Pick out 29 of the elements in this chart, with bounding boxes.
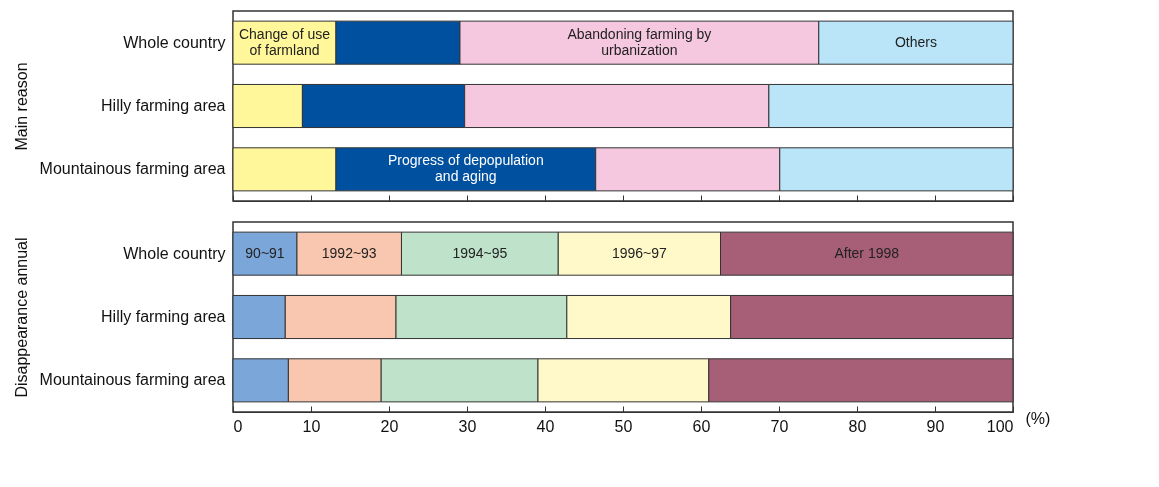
y-tick-label: Mountainous farming area <box>39 160 226 178</box>
y-tick-label: Mountainous farming area <box>39 371 226 389</box>
series-label: Progress of depopulation and aging <box>387 152 544 185</box>
x-tick-label: 60 <box>692 417 711 435</box>
x-tick-label: 40 <box>536 417 555 435</box>
series-label: 1994~95 <box>452 244 508 261</box>
series-label: After 1998 <box>834 244 900 261</box>
y-tick-label: Whole country <box>123 33 226 51</box>
y-axis-title: Main reason <box>12 62 30 151</box>
x-tick-label: 100 <box>986 417 1014 435</box>
series-label: 1992~93 <box>321 244 377 261</box>
x-tick-label: 10 <box>302 417 321 435</box>
series-label: 90~91 <box>245 244 285 261</box>
y-tick-label: Hilly farming area <box>101 308 226 325</box>
x-axis-title: (%) <box>1025 409 1051 427</box>
x-tick-label: 80 <box>848 417 867 435</box>
series-label: 1996~97 <box>611 244 668 261</box>
series-label: Others <box>894 33 937 50</box>
x-tick-label: 90 <box>926 417 945 435</box>
y-axis-title: Disappearance annual <box>12 237 30 398</box>
y-tick-label: Hilly farming area <box>101 97 226 114</box>
x-tick-label: 70 <box>770 417 789 435</box>
x-tick-label: 50 <box>614 417 633 435</box>
x-tick-label: 30 <box>458 417 477 435</box>
y-tick-label: Whole country <box>123 244 226 262</box>
series-label: Abandoning farming by urbanization <box>567 25 712 58</box>
x-tick-label: 20 <box>380 417 399 435</box>
series-label: Change of use of farmland <box>238 25 331 58</box>
x-tick-label: 0 <box>233 417 243 435</box>
